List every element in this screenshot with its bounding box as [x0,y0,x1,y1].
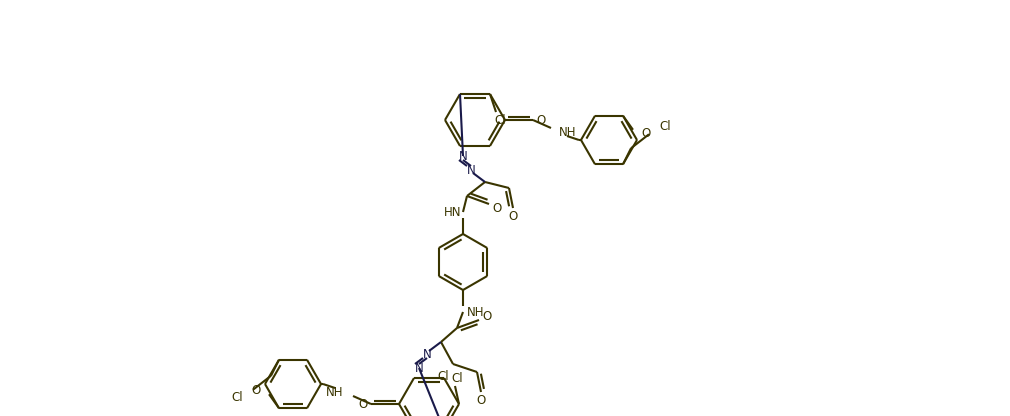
Text: N: N [459,149,468,163]
Text: O: O [483,310,492,322]
Text: Cl: Cl [494,114,506,126]
Text: HN: HN [443,206,461,218]
Text: Cl: Cl [451,371,463,384]
Text: O: O [536,114,545,126]
Text: Cl: Cl [659,120,671,133]
Text: O: O [359,398,368,411]
Text: Cl: Cl [437,369,449,382]
Text: O: O [251,384,261,397]
Text: N: N [415,362,423,374]
Text: Cl: Cl [231,391,243,404]
Text: NH: NH [559,126,577,139]
Text: O: O [493,201,502,215]
Text: NH: NH [325,386,343,399]
Text: O: O [477,394,486,406]
Text: N: N [467,163,476,176]
Text: O: O [641,127,650,140]
Text: N: N [422,347,431,361]
Text: NH: NH [467,305,485,319]
Text: O: O [508,210,517,223]
